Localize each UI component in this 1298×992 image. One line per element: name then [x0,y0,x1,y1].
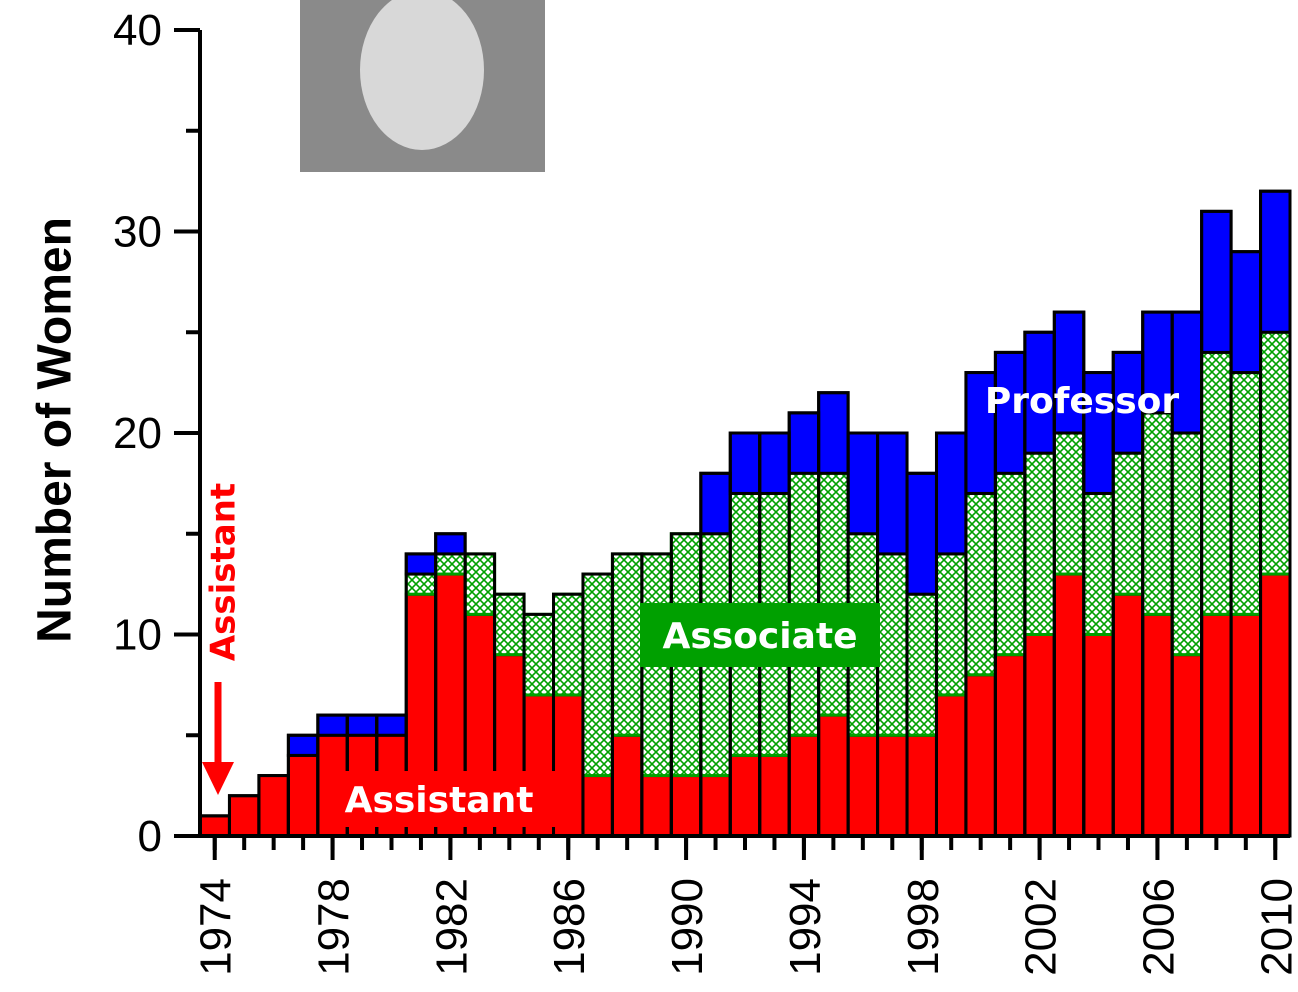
bar-segment [1143,413,1172,614]
bar-segment [1025,635,1054,837]
x-tick-label: 1994 [781,878,830,976]
bar-segment [554,695,583,836]
bar-segment [1261,574,1290,836]
bar-segment [318,715,347,735]
bar-segment [288,755,317,836]
bar-segment [671,776,700,836]
bar-segment [288,735,317,755]
plot: 0 10 20 30 40 1974 1978 1982 1986 1990 1994 1998 200… [113,6,1298,976]
bar-segment [907,473,936,594]
x-tick-label: 1998 [899,878,948,976]
bar-segment [1054,433,1083,574]
bar-segment [554,594,583,695]
bar-segment [907,735,936,836]
page: {"chart_data": { "type": "stacked-bar", … [0,0,1298,992]
bar-segment [848,433,877,534]
bar-segment [1084,635,1113,837]
bar-segment [819,715,848,836]
bar-segment [1202,352,1231,614]
bar-segment [583,574,612,776]
bar-segment [760,433,789,493]
bar-segment [1202,211,1231,352]
bar-segment [1025,453,1054,634]
bar-segment [907,594,936,735]
series-label: Assistant [345,780,534,821]
bar-segment [730,433,759,493]
bar-segment [1143,614,1172,836]
bar-segment [936,554,965,695]
series-label: Professor [985,381,1180,422]
bar-segment [789,735,818,836]
bar-segment [583,776,612,836]
y-tick-label: 30 [113,208,162,257]
chart: Number of Women 0 10 20 30 40 1974 1978 1982 198… [0,0,1298,992]
bar-segment [1261,332,1290,574]
bar-segment [1084,493,1113,634]
bar-segment [966,493,995,674]
bar-segment [436,554,465,574]
y-axis-title: Number of Women [29,217,82,643]
bar-segment [789,413,818,473]
x-tick-label: 1978 [310,878,359,976]
x-tick-label: 2006 [1134,878,1183,976]
bar-segment [495,594,524,654]
x-tick-label: 1986 [545,878,594,976]
series-label: Associate [662,616,857,657]
bar-segment [1113,453,1142,594]
bar-segment [848,735,877,836]
bar-segment [259,776,288,836]
x-tick-label: 1990 [663,878,712,976]
bar-segment [936,695,965,836]
bar-segment [819,473,848,715]
bar-segment [701,473,730,533]
bar-segment [1113,594,1142,836]
arrow-head [202,762,234,795]
x-tick-label: 1982 [427,878,476,976]
bar-segment [878,433,907,554]
bar-segment [377,715,406,735]
bar-segment [200,816,229,836]
bar-segment [1172,433,1201,655]
y-tick-label: 40 [113,6,162,55]
bar-segment [936,433,965,554]
bar-segment [406,554,435,574]
x-tick-label: 2002 [1017,878,1066,976]
bar-segment [642,776,671,836]
bar-segment [1261,191,1290,332]
bar-segment [406,574,435,594]
bar-segment [1054,574,1083,836]
bar-segment [436,534,465,554]
bar-segment [819,393,848,474]
bar-segment [995,655,1024,836]
bar-segment [966,675,995,836]
bar-segment [701,776,730,836]
x-tick-label: 2010 [1252,878,1298,976]
bar-segment [878,735,907,836]
y-tick-label: 10 [113,611,162,660]
bar-segment [878,554,907,735]
annotation: Assistant [204,483,244,661]
bar-segment [229,796,258,836]
bar-segment [730,755,759,836]
bar-segment [760,755,789,836]
bar-segment [612,554,641,735]
bar-segment [465,554,494,614]
bar-segment [347,715,376,735]
bar-segment [524,614,553,695]
bar-segment [1231,614,1260,836]
bar-segment [612,735,641,836]
y-tick-label: 0 [138,812,162,861]
bar-segment [1202,614,1231,836]
bar-segment [1172,655,1201,836]
x-tick-label: 1974 [192,878,241,976]
y-tick-label: 20 [113,409,162,458]
bar-segment [1231,252,1260,373]
bar-segment [1231,373,1260,615]
bar-segment [995,473,1024,654]
